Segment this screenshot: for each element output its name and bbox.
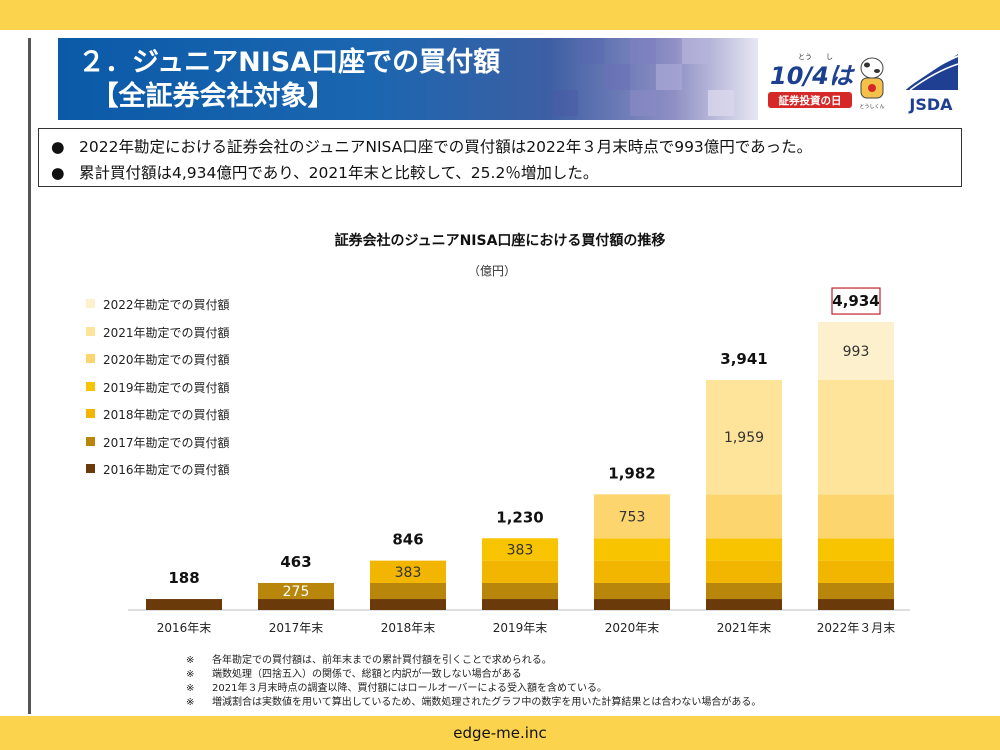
logo-ruby-text: とう し xyxy=(798,53,833,61)
segment-value-label: 1,959 xyxy=(724,430,764,446)
footnote-4: ※ 増減割合は実数値を用いて算出しているため、端数処理されたグラフ中の数字を用いた… xyxy=(186,697,762,708)
x-tick-label: 2020年末 xyxy=(605,621,660,635)
footnote-2: ※ 端数処理（四捨五入）の関係で、総額と内訳が一致しない場合がある xyxy=(186,669,522,680)
bullet-icon: ● xyxy=(51,138,65,156)
jsda-logo: JSDA xyxy=(903,54,959,114)
investment-day-logo: とう し 10/4は 証券投資の日 xyxy=(768,53,856,108)
note-mark: ※ xyxy=(186,683,195,694)
bullet-icon: ● xyxy=(51,164,65,182)
segment-value-label: 753 xyxy=(619,509,646,525)
legend-label: 2021年勘定での買付額 xyxy=(103,325,230,340)
bar-segment xyxy=(706,538,782,561)
bar-segment xyxy=(370,560,446,583)
footer-company-name: edge-me.inc xyxy=(453,724,547,742)
jsda-logo-text: JSDA xyxy=(908,95,953,114)
total-label: 846 xyxy=(392,531,423,549)
x-tick-label: 2021年末 xyxy=(717,621,772,635)
legend-label: 2020年勘定での買付額 xyxy=(103,353,230,367)
x-tick-label: 2016年末 xyxy=(157,621,212,635)
legend-swatch xyxy=(86,409,95,418)
total-label: 1,982 xyxy=(608,464,655,482)
y-unit-label: （億円） xyxy=(468,264,517,278)
summary-box: ● 2022年勘定における証券会社のジュニアNISA口座での買付額は2022年３月… xyxy=(38,128,962,187)
bar-segment xyxy=(594,599,670,610)
x-tick-label: 2018年末 xyxy=(381,621,436,635)
bar-segment xyxy=(594,560,670,583)
left-vertical-rule xyxy=(28,38,31,714)
legend-swatch xyxy=(86,464,95,473)
chart-title: 証券会社のジュニアNISA口座における買付額の推移 xyxy=(334,233,666,249)
summary-line-2: ● 累計買付額は4,934億円であり、2021年末と比較して、25.2％増加した。 xyxy=(51,161,598,183)
bar-segment xyxy=(370,599,446,610)
segment-value-label: 993 xyxy=(843,344,870,360)
top-accent-band xyxy=(0,0,1000,30)
bar-segment xyxy=(370,582,446,600)
x-tick-label: 2019年末 xyxy=(493,621,548,635)
legend-label: 2019年勘定での買付額 xyxy=(103,380,230,395)
total-label: 3,941 xyxy=(720,350,767,368)
bar-segment xyxy=(706,494,782,539)
summary-text-1: 2022年勘定における証券会社のジュニアNISA口座での買付額は2022年３月末… xyxy=(79,138,813,156)
bar-segment xyxy=(482,582,558,600)
legend-swatch xyxy=(86,326,95,336)
legend-label: 2022年勘定での買付額 xyxy=(103,298,230,312)
header-banner xyxy=(58,38,758,120)
legend-swatch xyxy=(86,381,95,391)
legend-label: 2018年勘定での買付額 xyxy=(103,408,230,422)
summary-text-2: 累計買付額は4,934億円であり、2021年末と比較して、25.2％増加した。 xyxy=(79,164,599,182)
legend-label: 2017年勘定での買付額 xyxy=(103,435,230,450)
bar-segment xyxy=(482,538,558,561)
mascot-caption: とうしくん xyxy=(859,104,884,110)
logo-date-text: 10/4は xyxy=(770,62,856,90)
bar-segment xyxy=(706,582,782,600)
note-mark: ※ xyxy=(186,697,195,708)
note-mark: ※ xyxy=(186,655,195,666)
bar-segment xyxy=(818,322,894,380)
note-mark: ※ xyxy=(186,669,195,680)
bar-segment xyxy=(594,538,670,561)
bar-segment xyxy=(706,560,782,583)
bar-segment xyxy=(258,582,334,600)
bar-segment xyxy=(706,379,782,495)
bar-segment xyxy=(146,599,222,610)
segment-value-label: 383 xyxy=(507,542,534,558)
legend-label: 2016年勘定での買付額 xyxy=(103,463,230,477)
bar-segment xyxy=(482,599,558,610)
legend-swatch xyxy=(86,299,95,308)
bar-segment xyxy=(594,582,670,600)
total-label: 188 xyxy=(168,569,199,587)
bar-segment xyxy=(818,560,894,583)
summary-line-1: ● 2022年勘定における証券会社のジュニアNISA口座での買付額は2022年３月… xyxy=(51,135,812,157)
bar-segment xyxy=(258,599,334,610)
bar-segment xyxy=(482,560,558,583)
bar-segment xyxy=(818,494,894,539)
logo-subtitle-text: 証券投資の日 xyxy=(779,94,842,107)
total-label: 4,934 xyxy=(832,292,879,310)
total-highlight-box xyxy=(831,287,881,315)
x-tick-label: 2022年３月末 xyxy=(817,621,896,635)
legend-swatch xyxy=(86,436,95,446)
page-title: ２．ジュニアNISA口座での買付額 【全証券会社対象】 xyxy=(78,47,501,112)
bottom-accent-band xyxy=(0,716,1000,750)
bar-segment xyxy=(818,582,894,600)
bar-segment xyxy=(818,538,894,561)
bar-segment xyxy=(706,599,782,610)
footnote-1: ※ 各年勘定での買付額は、前年末までの累計買付額を引くことで求められる。 xyxy=(186,655,552,666)
footnotes: ※ 各年勘定での買付額は、前年末までの累計買付額を引くことで求められる。 ※ 端数処… xyxy=(186,654,761,710)
bar-segment xyxy=(818,379,894,495)
total-label: 463 xyxy=(280,553,311,571)
x-tick-label: 2017年末 xyxy=(269,621,324,635)
legend-swatch xyxy=(86,354,95,363)
segment-value-label: 275 xyxy=(283,584,310,600)
bar-segment xyxy=(594,494,670,539)
mascot-cow-icon: とうしくん xyxy=(859,57,885,110)
bar-segment xyxy=(818,599,894,610)
footnote-3: ※ 2021年３月末時点の調査以降、買付額にはロールオーバーによる受入額を含めてい… xyxy=(186,683,608,694)
segment-value-label: 383 xyxy=(395,565,422,581)
total-label: 1,230 xyxy=(496,508,543,526)
